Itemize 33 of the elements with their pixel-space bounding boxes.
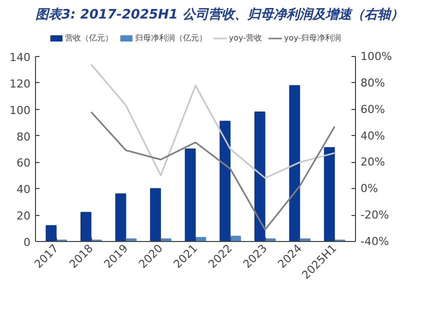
bar xyxy=(289,85,300,242)
y2-tick-label: -20% xyxy=(360,208,389,222)
bar xyxy=(46,225,57,242)
y-tick-label: 100 xyxy=(10,104,31,117)
y-tick-label: 120 xyxy=(10,77,31,90)
y-tick-label: 0 xyxy=(24,236,30,249)
y2-tick-label: -40% xyxy=(360,235,389,248)
legend-label: yoy-归母净利润 xyxy=(284,32,342,43)
y2-tick-label: 40% xyxy=(360,129,385,142)
line-series xyxy=(90,111,336,230)
y2-tick-label: 0% xyxy=(360,182,378,196)
y-tick-label: 140 xyxy=(10,51,31,64)
bar xyxy=(324,147,335,242)
bar xyxy=(230,236,241,242)
legend-label: 营收（亿元） xyxy=(64,32,113,43)
y-tick-label: 60 xyxy=(16,156,31,170)
bar xyxy=(220,120,231,242)
bar xyxy=(184,148,196,242)
line-series xyxy=(90,64,336,179)
bar xyxy=(115,193,126,242)
chart-title: 图表3: 2017-2025H1 公司营收、归母净利润及增速（右轴） xyxy=(36,6,404,22)
y2-tick-label: 80% xyxy=(360,76,385,90)
y-tick-label: 40 xyxy=(16,183,31,196)
y-tick-label: 20 xyxy=(16,210,31,223)
y2-tick-label: 60% xyxy=(360,102,385,116)
y2-tick-label: 20% xyxy=(360,156,385,169)
bar xyxy=(80,212,92,242)
legend-label: 归母净利润（亿元） xyxy=(134,32,207,43)
bar xyxy=(254,112,266,242)
legend-label: yoy-营收 xyxy=(228,32,262,43)
y-tick-label: 80 xyxy=(16,130,31,144)
y2-tick-label: 100% xyxy=(360,50,392,63)
bar xyxy=(150,188,161,242)
